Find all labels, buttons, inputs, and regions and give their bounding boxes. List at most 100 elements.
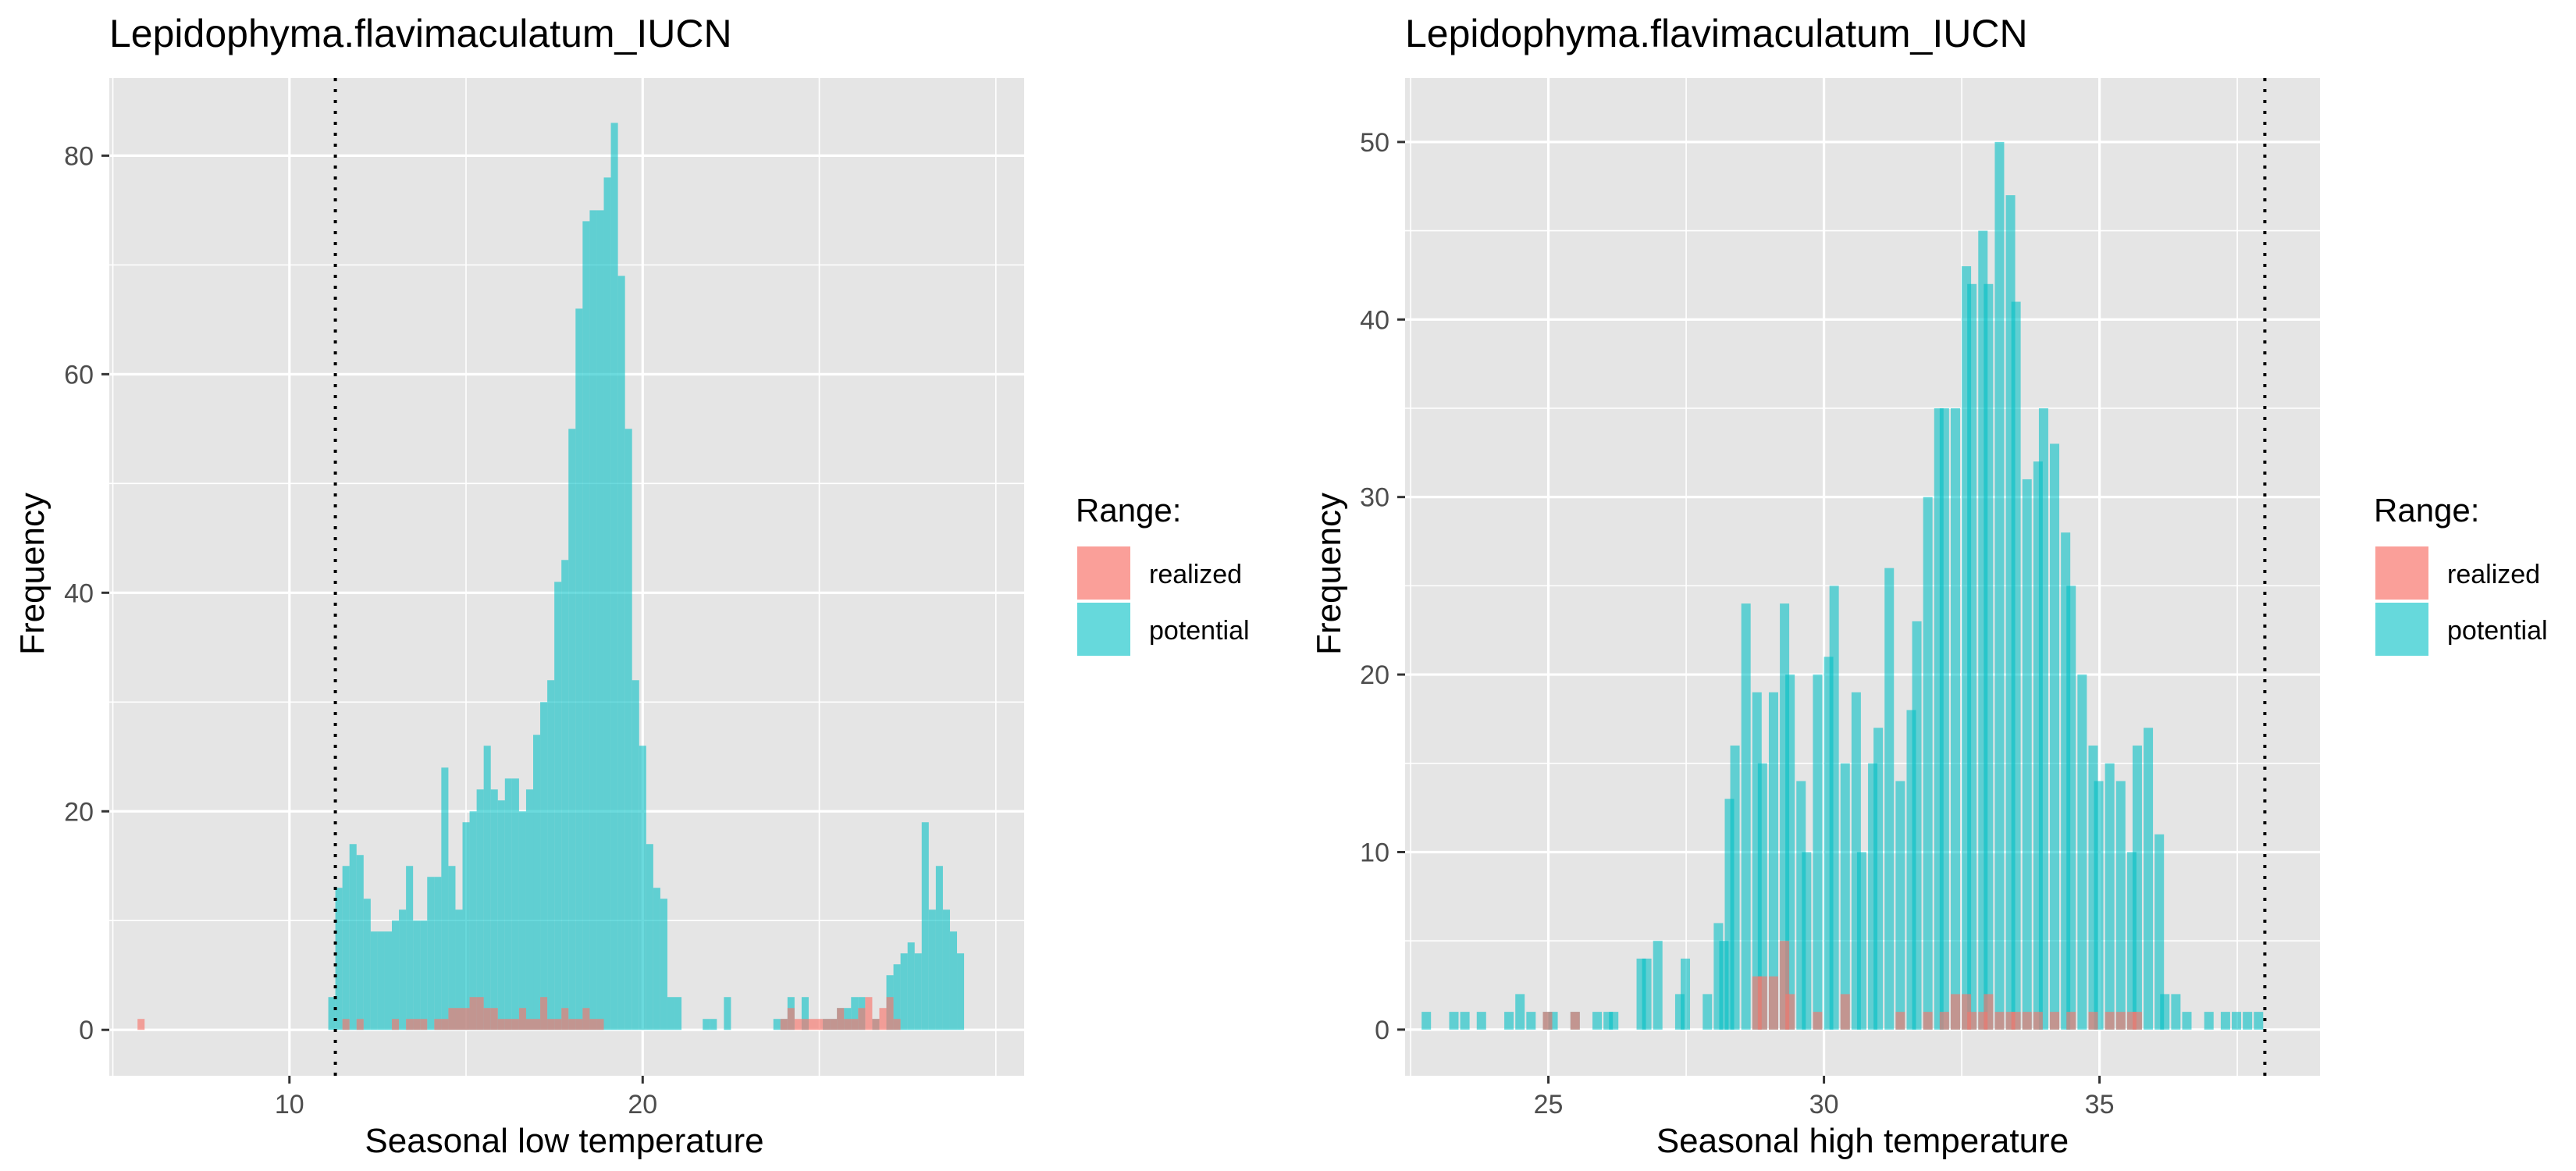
potential-bar bbox=[518, 811, 526, 1030]
potential-bar bbox=[384, 931, 393, 1030]
potential-bar bbox=[2254, 1012, 2264, 1030]
left-axis-ticks: 10 20 0 20 40 60 80 bbox=[64, 141, 657, 1119]
realized-bar bbox=[448, 1008, 456, 1030]
potential-bar bbox=[1895, 781, 1905, 1030]
realized-bar bbox=[582, 1008, 590, 1030]
potential-bar bbox=[1515, 994, 1525, 1030]
potential-bar bbox=[1884, 568, 1895, 1030]
realized-bar bbox=[511, 1019, 519, 1030]
realized-bar bbox=[1813, 1012, 1823, 1030]
potential-bar bbox=[349, 844, 357, 1030]
potential-bar bbox=[1939, 408, 1949, 1030]
y-tick-label: 0 bbox=[1375, 1016, 1389, 1045]
realized-bar bbox=[420, 1019, 428, 1030]
potential-bar bbox=[1730, 746, 1740, 1030]
potential-bar bbox=[377, 931, 385, 1030]
potential-bar bbox=[935, 866, 943, 1030]
potential-bar bbox=[568, 429, 576, 1030]
y-tick-label: 40 bbox=[64, 578, 94, 608]
realized-bar bbox=[2050, 1012, 2060, 1030]
potential-bar bbox=[427, 877, 435, 1030]
potential-bar bbox=[1768, 692, 1778, 1030]
realized-bar bbox=[823, 1019, 831, 1030]
realized-bar bbox=[554, 1019, 562, 1030]
realized-bar bbox=[816, 1019, 824, 1030]
realized-bar bbox=[568, 1019, 576, 1030]
realized-bar bbox=[406, 1019, 414, 1030]
left-chart: Lepidophyma.flavimaculatum_IUCN 10 20 0 20 4… bbox=[13, 12, 1250, 1160]
left-legend-swatch-potential bbox=[1077, 603, 1130, 656]
potential-bar bbox=[942, 909, 950, 1030]
right-legend-title: Range: bbox=[2374, 492, 2479, 529]
left-chart-title: Lepidophyma.flavimaculatum_IUCN bbox=[109, 12, 732, 55]
realized-bar bbox=[518, 1008, 526, 1030]
potential-bar bbox=[589, 210, 597, 1030]
right-x-axis-label: Seasonal high temperature bbox=[1656, 1122, 2069, 1160]
realized-bar bbox=[497, 1019, 505, 1030]
potential-bar bbox=[624, 429, 632, 1030]
realized-bar bbox=[392, 1019, 400, 1030]
left-legend-label-realized: realized bbox=[1149, 560, 1242, 589]
realized-bar bbox=[1570, 1012, 1580, 1030]
realized-bar bbox=[794, 1019, 802, 1030]
potential-bar bbox=[540, 702, 548, 1030]
potential-bar bbox=[2204, 1012, 2214, 1030]
realized-bar bbox=[830, 1019, 838, 1030]
right-legend-swatch-potential bbox=[2375, 603, 2428, 656]
potential-bar bbox=[2243, 1012, 2253, 1030]
realized-bar bbox=[2066, 1012, 2076, 1030]
y-tick-label: 80 bbox=[64, 141, 94, 171]
potential-bar bbox=[1873, 728, 1884, 1030]
realized-bar bbox=[2088, 1012, 2098, 1030]
realized-bar bbox=[2033, 1012, 2043, 1030]
potential-bar bbox=[448, 866, 456, 1030]
potential-bar bbox=[2011, 301, 2021, 1030]
potential-bar bbox=[1813, 674, 1823, 1030]
potential-bar bbox=[342, 866, 350, 1030]
potential-bar bbox=[1592, 1012, 1603, 1030]
left-y-axis-label: Frequency bbox=[13, 493, 52, 655]
realized-bar bbox=[483, 1008, 491, 1030]
realized-bar bbox=[2011, 1012, 2021, 1030]
potential-bar bbox=[610, 123, 618, 1030]
x-tick-label: 20 bbox=[628, 1090, 657, 1119]
potential-bar bbox=[406, 866, 414, 1030]
realized-bar bbox=[469, 997, 477, 1030]
y-tick-label: 30 bbox=[1360, 483, 1389, 513]
potential-bar bbox=[1653, 941, 1663, 1030]
potential-bar bbox=[1840, 763, 1850, 1030]
right-bars bbox=[1421, 141, 2264, 1030]
potential-bar bbox=[710, 1019, 717, 1030]
potential-bar bbox=[441, 767, 449, 1030]
realized-bar bbox=[2022, 1012, 2032, 1030]
potential-bar bbox=[674, 997, 682, 1030]
potential-bar bbox=[497, 800, 505, 1030]
potential-bar bbox=[1526, 1012, 1536, 1030]
y-tick-label: 10 bbox=[1360, 838, 1389, 867]
y-tick-label: 40 bbox=[1360, 305, 1389, 335]
realized-bar bbox=[596, 1019, 604, 1030]
potential-bar bbox=[1856, 852, 1866, 1030]
potential-bar bbox=[1741, 603, 1751, 1030]
x-tick-label: 30 bbox=[1809, 1090, 1839, 1119]
potential-bar bbox=[2160, 994, 2170, 1030]
realized-bar bbox=[1785, 994, 1795, 1030]
realized-bar bbox=[801, 1019, 809, 1030]
potential-bar bbox=[2066, 586, 2076, 1030]
realized-bar bbox=[2105, 1012, 2115, 1030]
potential-bar bbox=[1504, 1012, 1514, 1030]
potential-bar bbox=[667, 997, 675, 1030]
realized-bar bbox=[434, 1019, 442, 1030]
potential-bar bbox=[582, 221, 590, 1030]
realized-bar bbox=[893, 1019, 901, 1030]
realized-bar bbox=[787, 1008, 795, 1030]
realized-bar bbox=[858, 1008, 866, 1030]
realized-bar bbox=[561, 1008, 569, 1030]
potential-bar bbox=[639, 746, 646, 1030]
realized-bar bbox=[476, 997, 484, 1030]
realized-bar bbox=[1939, 1012, 1949, 1030]
potential-bar bbox=[392, 920, 400, 1030]
potential-bar bbox=[399, 909, 407, 1030]
